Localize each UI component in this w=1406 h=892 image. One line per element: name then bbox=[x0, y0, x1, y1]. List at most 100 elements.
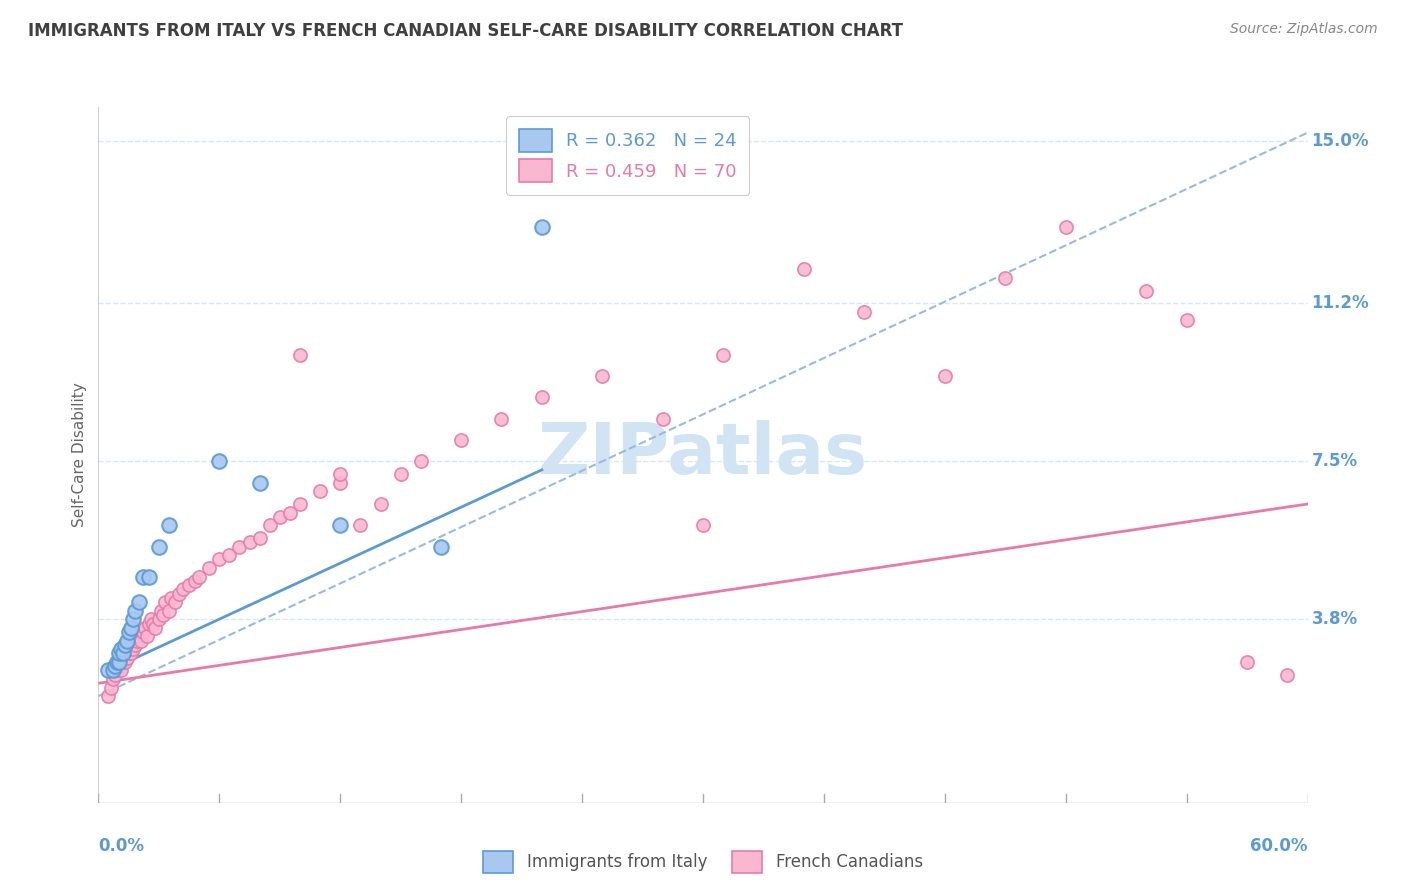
Point bbox=[188, 569, 211, 583]
Point bbox=[114, 638, 136, 652]
Point bbox=[97, 664, 120, 678]
Point bbox=[249, 475, 271, 490]
Point bbox=[139, 612, 162, 626]
Point bbox=[157, 518, 180, 533]
Point bbox=[120, 621, 142, 635]
Point bbox=[132, 569, 155, 583]
Point bbox=[259, 518, 281, 533]
Point bbox=[370, 497, 392, 511]
Point bbox=[138, 569, 160, 583]
Point bbox=[349, 518, 371, 533]
Text: 0.0%: 0.0% bbox=[98, 837, 145, 855]
Point bbox=[228, 540, 250, 554]
Point bbox=[101, 672, 124, 686]
Point bbox=[100, 681, 122, 695]
Text: 11.2%: 11.2% bbox=[1312, 294, 1369, 312]
Point bbox=[103, 659, 125, 673]
Point bbox=[107, 647, 129, 661]
Point bbox=[149, 604, 172, 618]
Point bbox=[934, 368, 956, 383]
Point bbox=[124, 604, 146, 618]
Point bbox=[107, 659, 129, 673]
Point bbox=[148, 612, 170, 626]
Point bbox=[309, 484, 332, 499]
Point bbox=[105, 664, 128, 678]
Point bbox=[110, 664, 132, 678]
Text: 15.0%: 15.0% bbox=[1312, 132, 1369, 150]
Point bbox=[269, 509, 291, 524]
Point bbox=[172, 582, 194, 597]
Point bbox=[530, 219, 553, 234]
Point bbox=[1135, 284, 1157, 298]
Point bbox=[711, 348, 734, 362]
Point bbox=[157, 604, 180, 618]
Text: IMMIGRANTS FROM ITALY VS FRENCH CANADIAN SELF-CARE DISABILITY CORRELATION CHART: IMMIGRANTS FROM ITALY VS FRENCH CANADIAN… bbox=[28, 22, 903, 40]
Point bbox=[994, 270, 1017, 285]
Point bbox=[389, 467, 412, 482]
Point bbox=[132, 625, 155, 640]
Point bbox=[160, 591, 183, 605]
Point bbox=[138, 616, 160, 631]
Point bbox=[101, 664, 124, 678]
Point bbox=[430, 540, 453, 554]
Point bbox=[118, 647, 141, 661]
Point bbox=[120, 647, 142, 661]
Point bbox=[450, 433, 472, 447]
Text: Source: ZipAtlas.com: Source: ZipAtlas.com bbox=[1230, 22, 1378, 37]
Point bbox=[184, 574, 207, 588]
Point bbox=[198, 561, 221, 575]
Point bbox=[128, 595, 150, 609]
Point bbox=[793, 262, 815, 277]
Point bbox=[114, 655, 136, 669]
Point bbox=[651, 411, 673, 425]
Point bbox=[115, 650, 138, 665]
Point bbox=[105, 655, 128, 669]
Point bbox=[153, 595, 176, 609]
Point bbox=[163, 595, 186, 609]
Point bbox=[107, 655, 129, 669]
Point bbox=[134, 621, 156, 635]
Point bbox=[1277, 667, 1299, 681]
Text: ZIPatlas: ZIPatlas bbox=[538, 420, 868, 490]
Legend: R = 0.362   N = 24, R = 0.459   N = 70: R = 0.362 N = 24, R = 0.459 N = 70 bbox=[506, 116, 749, 195]
Point bbox=[129, 633, 152, 648]
Point bbox=[152, 607, 174, 622]
Point bbox=[118, 625, 141, 640]
Point bbox=[239, 535, 262, 549]
Point bbox=[111, 655, 134, 669]
Point bbox=[1054, 219, 1077, 234]
Point bbox=[121, 642, 143, 657]
Point bbox=[329, 518, 352, 533]
Point bbox=[530, 390, 553, 404]
Point bbox=[491, 411, 513, 425]
Point bbox=[97, 689, 120, 703]
Point bbox=[125, 633, 148, 648]
Point bbox=[288, 497, 311, 511]
Point bbox=[121, 612, 143, 626]
Text: 7.5%: 7.5% bbox=[1312, 452, 1358, 470]
Point bbox=[148, 540, 170, 554]
Point bbox=[329, 475, 352, 490]
Point bbox=[1175, 313, 1198, 327]
Legend: Immigrants from Italy, French Canadians: Immigrants from Italy, French Canadians bbox=[477, 845, 929, 880]
Point bbox=[591, 368, 613, 383]
Point bbox=[288, 348, 311, 362]
Point bbox=[329, 467, 352, 482]
Y-axis label: Self-Care Disability: Self-Care Disability bbox=[72, 383, 87, 527]
Point bbox=[692, 518, 714, 533]
Point bbox=[143, 621, 166, 635]
Point bbox=[167, 587, 190, 601]
Point bbox=[208, 552, 231, 566]
Point bbox=[110, 642, 132, 657]
Point bbox=[177, 578, 201, 592]
Text: 3.8%: 3.8% bbox=[1312, 610, 1358, 628]
Point bbox=[853, 305, 876, 319]
Point bbox=[278, 506, 301, 520]
Point bbox=[249, 531, 271, 545]
Point bbox=[1236, 655, 1258, 669]
Point bbox=[208, 454, 231, 468]
Text: 60.0%: 60.0% bbox=[1250, 837, 1308, 855]
Point bbox=[115, 633, 138, 648]
Point bbox=[218, 548, 240, 562]
Point bbox=[128, 629, 150, 643]
